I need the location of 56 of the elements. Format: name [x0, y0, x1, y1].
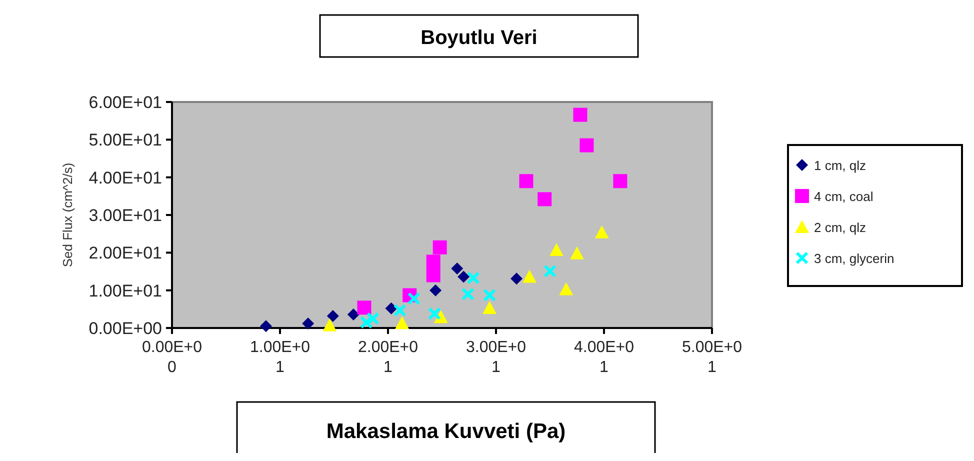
point	[432, 240, 447, 254]
point	[461, 288, 474, 301]
point	[510, 272, 523, 285]
point	[260, 320, 272, 332]
legend-label: 4 cm, coal	[814, 189, 874, 204]
point	[428, 307, 441, 320]
y-tick-label: 3.00E+01	[88, 206, 162, 225]
point	[522, 270, 536, 283]
point	[573, 108, 588, 122]
point	[430, 284, 442, 296]
x-tick-label: 0.00E+00	[142, 339, 202, 376]
point	[326, 310, 339, 322]
point	[466, 271, 480, 284]
y-tick-label: 6.00E+01	[88, 93, 162, 112]
point	[360, 316, 373, 329]
y-axis-title: Sed Flux (cm^2/s)	[60, 162, 75, 268]
point	[302, 317, 314, 330]
legend-label: 1 cm, qlz	[814, 158, 866, 173]
point	[393, 304, 406, 317]
point	[538, 192, 552, 206]
point	[407, 292, 420, 306]
x-tick-label: 5.00E+01	[682, 339, 742, 376]
y-tick-label: 0.00E+00	[88, 319, 162, 338]
legend-label: 2 cm, qlz	[814, 220, 866, 235]
y-tick-label: 4.00E+01	[88, 168, 162, 188]
point	[347, 308, 360, 320]
point	[559, 282, 574, 296]
point	[483, 288, 496, 302]
x-tick-label: 2.00E+01	[358, 339, 418, 376]
point	[426, 268, 440, 282]
point	[395, 316, 410, 330]
point	[519, 174, 534, 188]
point	[366, 312, 380, 326]
legend-label: 3 cm, glycerin	[814, 251, 894, 266]
point	[357, 300, 372, 315]
point	[613, 174, 628, 188]
point	[549, 243, 564, 256]
x-tick-label: 3.00E+01	[466, 339, 526, 376]
point	[544, 264, 556, 278]
point	[482, 301, 497, 314]
y-tick-label: 2.00E+01	[88, 244, 162, 263]
chart-title: Boyutlu Veri	[420, 27, 538, 49]
point	[322, 318, 337, 332]
point	[434, 310, 448, 324]
x-tick-label: 4.00E+01	[574, 339, 634, 376]
point	[594, 225, 609, 238]
x-tick-label: 1.00E+01	[250, 339, 310, 376]
point	[570, 246, 584, 260]
point	[426, 254, 440, 269]
y-tick-label: 1.00E+01	[88, 281, 162, 300]
x-axis-title: Makaslama Kuvveti (Pa)	[326, 420, 566, 443]
y-tick-label: 5.00E+01	[88, 130, 162, 150]
point	[385, 302, 398, 314]
point	[580, 138, 594, 152]
point	[451, 262, 464, 274]
point	[458, 270, 470, 283]
